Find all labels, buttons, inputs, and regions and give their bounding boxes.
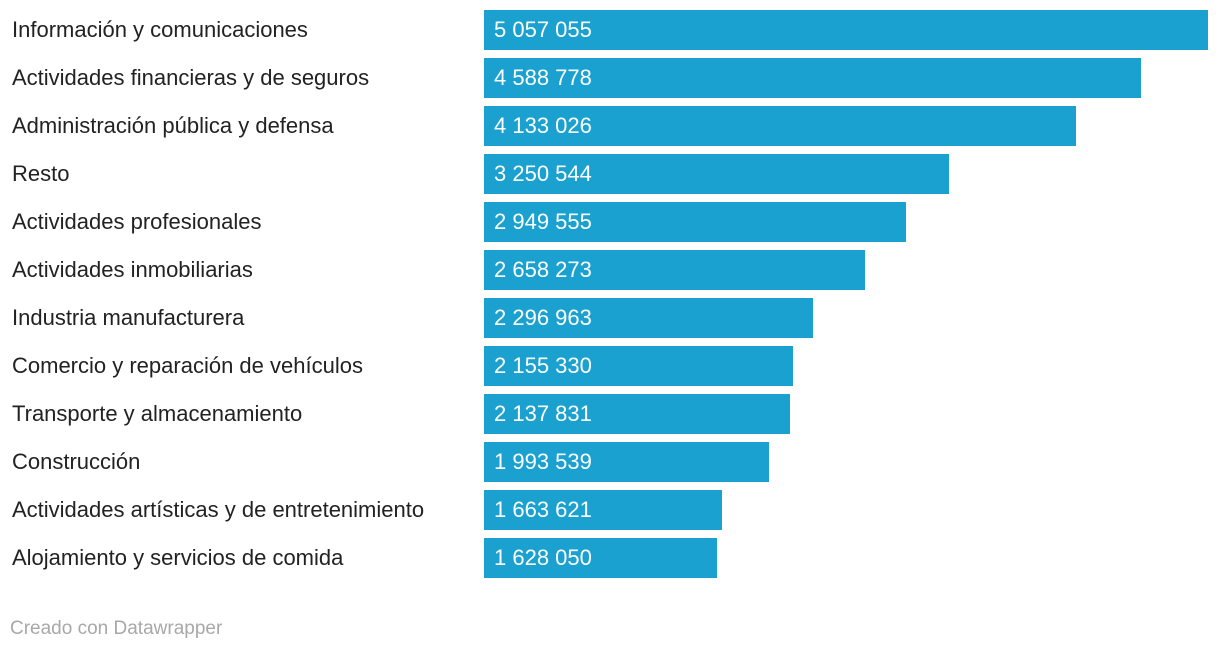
value-label: 2 658 273 xyxy=(494,257,592,282)
category-label: Construcción xyxy=(12,449,141,474)
chart-row: Actividades financieras y de seguros 4 58… xyxy=(0,58,1220,98)
bar xyxy=(484,298,813,338)
bar xyxy=(484,394,790,434)
category-label: Comercio y reparación de vehículos xyxy=(12,353,363,378)
bar xyxy=(484,250,865,290)
bar xyxy=(484,106,1076,146)
value-label: 1 993 539 xyxy=(494,449,592,474)
value-label: 2 949 555 xyxy=(494,209,592,234)
category-label: Información y comunicaciones xyxy=(12,17,308,42)
bar xyxy=(484,202,906,242)
bar xyxy=(484,346,793,386)
category-label: Actividades inmobiliarias xyxy=(12,257,253,282)
bar xyxy=(484,58,1141,98)
chart-row: Construcción 1 993 539 xyxy=(0,442,1220,482)
chart-row: Alojamiento y servicios de comida 1 628 0… xyxy=(0,538,1220,578)
chart-row: Resto 3 250 544 xyxy=(0,154,1220,194)
value-label: 2 137 831 xyxy=(494,401,592,426)
chart-row: Actividades artísticas y de entretenimie… xyxy=(0,490,1220,530)
value-label: 2 296 963 xyxy=(494,305,592,330)
chart-row: Actividades profesionales 2 949 555 xyxy=(0,202,1220,242)
value-label: 1 628 050 xyxy=(494,545,592,570)
bar-chart: Información y comunicaciones 5 057 055 Act… xyxy=(0,10,1220,578)
chart-row: Transporte y almacenamiento 2 137 831 xyxy=(0,394,1220,434)
credit-footer: Creado con Datawrapper xyxy=(10,618,223,639)
bar xyxy=(484,538,717,578)
value-label: 1 663 621 xyxy=(494,497,592,522)
chart-row: Actividades inmobiliarias 2 658 273 xyxy=(0,250,1220,290)
category-label: Resto xyxy=(12,161,70,186)
chart-row: Administración pública y defensa 4 133 02… xyxy=(0,106,1220,146)
value-label: 2 155 330 xyxy=(494,353,592,378)
value-label: 3 250 544 xyxy=(494,161,592,186)
value-label: 4 133 026 xyxy=(494,113,592,138)
value-label: 5 057 055 xyxy=(494,17,592,42)
category-label: Actividades financieras y de seguros xyxy=(12,65,370,90)
value-label: 4 588 778 xyxy=(494,65,592,90)
bar xyxy=(484,442,769,482)
category-label: Transporte y almacenamiento xyxy=(12,401,303,426)
chart-row: Comercio y reparación de vehículos 2 155 … xyxy=(0,346,1220,386)
category-label: Industria manufacturera xyxy=(12,305,245,330)
bar xyxy=(484,154,949,194)
category-label: Alojamiento y servicios de comida xyxy=(12,545,344,570)
chart-row: Industria manufacturera 2 296 963 xyxy=(0,298,1220,338)
category-label: Actividades profesionales xyxy=(12,209,262,234)
category-label: Administración pública y defensa xyxy=(12,113,334,138)
chart-row: Información y comunicaciones 5 057 055 xyxy=(0,10,1220,50)
bar xyxy=(484,10,1208,50)
category-label: Actividades artísticas y de entretenimie… xyxy=(12,497,425,522)
bar xyxy=(484,490,722,530)
